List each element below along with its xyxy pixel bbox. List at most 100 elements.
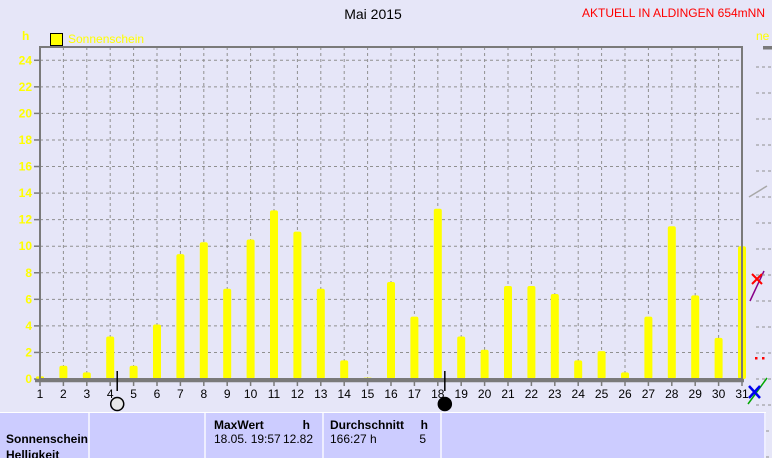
table-divider [88, 413, 90, 458]
y-tick-label: 10 [19, 239, 33, 253]
x-tick-label: 3 [83, 387, 90, 401]
red-dot-fragment [755, 357, 758, 360]
red-dot-fragment [762, 357, 765, 360]
bar-day-20 [480, 349, 489, 379]
x-tick-label: 22 [525, 387, 539, 401]
legend-swatch-icon [50, 32, 63, 46]
bar-day-23 [550, 294, 559, 379]
bar-day-31 [738, 246, 746, 379]
maxwert-amount: 12.82 [282, 432, 313, 446]
summary-next-row-label: Helligkeit [6, 448, 60, 458]
full-moon-icon [109, 396, 125, 412]
x-tick-label: 4 [107, 387, 114, 401]
maxwert-datetime: 18.05. 19:57 [214, 432, 281, 446]
x-tick-label: 11 [268, 387, 281, 401]
x-tick-label: 14 [338, 387, 352, 401]
x-tick-label: 21 [501, 387, 515, 401]
bar-day-3 [82, 372, 91, 379]
x-tick-label: 16 [384, 387, 398, 401]
x-tick-label: 12 [291, 387, 305, 401]
page-title: Mai 2015 [344, 6, 402, 22]
y-tick-label: 24 [19, 53, 33, 67]
x-tick-label: 13 [314, 387, 328, 401]
durchschnitt-amount: 5 [419, 432, 426, 446]
summary-name-cell: Sonnenschein Helligkeit [0, 413, 88, 458]
bar-day-27 [644, 316, 653, 379]
bar-day-16 [387, 282, 395, 379]
x-tick-label: 20 [478, 387, 492, 401]
maxwert-cell: MaxWert h 18.05. 19:57 12.82 [206, 413, 320, 458]
x-tick-label: 9 [224, 387, 231, 401]
table-divider [764, 413, 766, 458]
durchschnitt-label: Durchschnitt [330, 418, 405, 432]
bar-day-13 [316, 288, 325, 379]
x-tick-label: 6 [154, 387, 161, 401]
x-tick-label: 10 [244, 387, 258, 401]
y-tick-label: 4 [25, 319, 32, 333]
bar-day-6 [153, 324, 161, 379]
durchschnitt-unit: h [420, 418, 428, 432]
bar-day-17 [410, 316, 419, 379]
green-line-fragment [747, 377, 768, 405]
y-tick-label: 12 [19, 213, 33, 227]
bar-day-30 [714, 337, 723, 379]
table-divider [440, 413, 442, 458]
x-tick-label: 28 [665, 387, 679, 401]
x-tick-label: 17 [408, 387, 422, 401]
y-tick-label: 2 [25, 345, 32, 359]
y-tick-label: 18 [19, 133, 33, 147]
x-tick-label: 23 [548, 387, 562, 401]
x-tick-label: 29 [689, 387, 703, 401]
bar-day-12 [293, 231, 302, 379]
y-tick-label: 6 [25, 292, 32, 306]
x-tick-label: 15 [361, 387, 375, 401]
bar-day-19 [457, 336, 466, 379]
bar-day-10 [246, 239, 255, 379]
x-tick-label: 5 [130, 387, 137, 401]
legend: Sonnenschein [50, 32, 144, 46]
x-tick-label: 25 [595, 387, 609, 401]
maxwert-unit: h [302, 418, 310, 432]
bar-day-29 [691, 295, 700, 379]
bar-day-28 [667, 226, 676, 379]
y-tick-label: 22 [19, 80, 33, 94]
new-moon-icon [437, 396, 453, 412]
bar-day-7 [176, 254, 185, 379]
x-tick-label: 7 [177, 387, 184, 401]
bar-day-1 [36, 376, 44, 379]
x-tick-label: 8 [200, 387, 207, 401]
durchschnitt-value: 166:27 h [330, 432, 377, 446]
durchschnitt-cell: Durchschnitt h 166:27 h 5 [324, 413, 438, 458]
red-x-marker-fragment [751, 273, 763, 285]
bar-day-5 [129, 365, 138, 379]
legend-label: Sonnenschein [68, 32, 145, 46]
maxwert-label: MaxWert [214, 418, 264, 432]
bar-day-18 [433, 208, 442, 379]
bar-day-22 [527, 286, 536, 379]
x-tick-label: 30 [712, 387, 726, 401]
bar-day-25 [597, 351, 606, 379]
purple-line-fragment [749, 270, 765, 302]
y-tick-label: 16 [19, 160, 33, 174]
x-tick-label: 18 [431, 387, 445, 401]
x-tick-label: 26 [618, 387, 632, 401]
y-axis-unit-label: h [22, 29, 30, 43]
y-tick-label: 20 [19, 106, 33, 120]
x-tick-label: 27 [642, 387, 656, 401]
adjacent-chart-legend-fragment: ne [756, 29, 770, 43]
x-tick-label: 31 [735, 387, 749, 401]
bar-day-8 [199, 242, 208, 379]
bar-day-11 [270, 210, 278, 379]
bar-day-14 [340, 360, 349, 379]
x-tick-label: 2 [60, 387, 67, 401]
blue-x-marker-fragment [748, 385, 761, 399]
bar-day-15 [363, 377, 372, 379]
x-tick-label: 1 [37, 387, 44, 401]
y-tick-label: 0 [25, 372, 32, 386]
station-label: AKTUELL IN ALDINGEN 654mNN [582, 6, 765, 20]
adjacent-frame-fragment [763, 46, 772, 50]
